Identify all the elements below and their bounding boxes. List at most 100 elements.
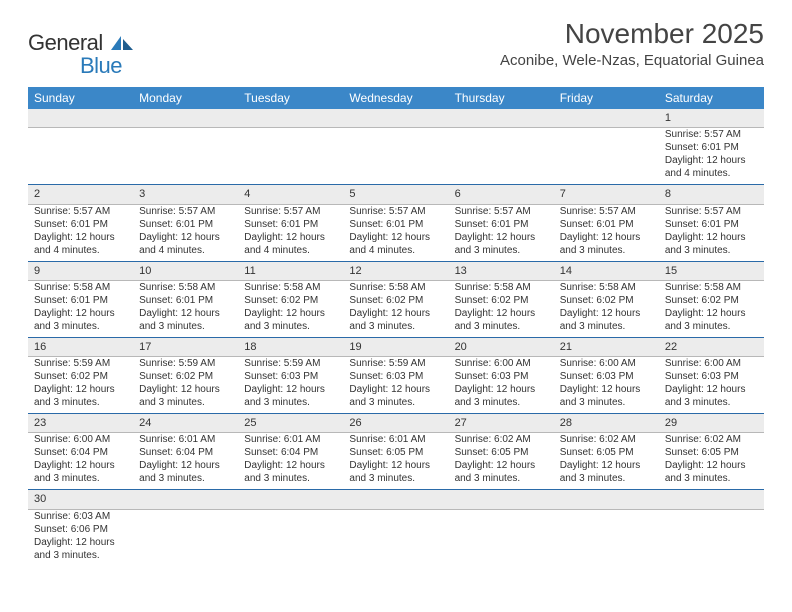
sun-line: Sunrise: 6:00 AM [560, 357, 653, 370]
sun-line: Sunset: 6:01 PM [455, 218, 548, 231]
sun-line: Sunset: 6:02 PM [139, 370, 232, 383]
day-detail-cell: Sunrise: 5:57 AMSunset: 6:01 PMDaylight:… [28, 204, 133, 261]
sun-line: and 3 minutes. [244, 320, 337, 333]
sun-line: and 3 minutes. [34, 549, 127, 562]
sun-line: Daylight: 12 hours [560, 459, 653, 472]
day-detail-cell [449, 128, 554, 185]
header-right: November 2025 Aconibe, Wele-Nzas, Equato… [500, 18, 764, 69]
sun-line: Daylight: 12 hours [665, 307, 758, 320]
day-number-cell [449, 109, 554, 128]
sun-line: Sunset: 6:02 PM [349, 294, 442, 307]
day-detail-cell [659, 509, 764, 566]
day-detail-cell: Sunrise: 5:58 AMSunset: 6:02 PMDaylight:… [449, 280, 554, 337]
sun-line: Sunrise: 5:59 AM [349, 357, 442, 370]
day-number-row: 16171819202122 [28, 337, 764, 356]
day-number-cell: 17 [133, 337, 238, 356]
day-number-cell [554, 109, 659, 128]
day-number-cell: 30 [28, 490, 133, 509]
day-number-cell [449, 490, 554, 509]
day-detail-cell: Sunrise: 5:58 AMSunset: 6:02 PMDaylight:… [343, 280, 448, 337]
day-detail-cell [133, 509, 238, 566]
sun-line: Daylight: 12 hours [665, 383, 758, 396]
day-detail-cell: Sunrise: 5:57 AMSunset: 6:01 PMDaylight:… [554, 204, 659, 261]
sun-line: and 4 minutes. [244, 244, 337, 257]
day-number-cell: 14 [554, 261, 659, 280]
day-detail-cell [343, 509, 448, 566]
day-number-cell: 16 [28, 337, 133, 356]
day-detail-cell: Sunrise: 6:03 AMSunset: 6:06 PMDaylight:… [28, 509, 133, 566]
sun-line: and 3 minutes. [349, 396, 442, 409]
sun-line: and 3 minutes. [455, 472, 548, 485]
sun-line: and 3 minutes. [560, 396, 653, 409]
sun-line: Sunrise: 5:57 AM [455, 205, 548, 218]
day-number-cell: 4 [238, 185, 343, 204]
day-number-cell: 10 [133, 261, 238, 280]
sun-line: Sunset: 6:01 PM [244, 218, 337, 231]
sun-line: and 3 minutes. [349, 320, 442, 333]
sun-line: Sunset: 6:03 PM [349, 370, 442, 383]
sun-line: Daylight: 12 hours [349, 383, 442, 396]
weekday-header: Monday [133, 87, 238, 109]
sun-line: Sunrise: 6:00 AM [455, 357, 548, 370]
day-number-row: 9101112131415 [28, 261, 764, 280]
sun-line: Daylight: 12 hours [34, 459, 127, 472]
sun-line: Sunrise: 5:58 AM [244, 281, 337, 294]
sun-line: and 3 minutes. [455, 396, 548, 409]
sun-line: and 3 minutes. [665, 320, 758, 333]
day-number-row: 30 [28, 490, 764, 509]
calendar-table: Sunday Monday Tuesday Wednesday Thursday… [28, 87, 764, 566]
weekday-header: Saturday [659, 87, 764, 109]
day-number-cell: 11 [238, 261, 343, 280]
sun-line: Daylight: 12 hours [34, 383, 127, 396]
day-number-cell: 28 [554, 414, 659, 433]
page-container: General November 2025 Aconibe, Wele-Nzas… [0, 0, 792, 576]
sun-line: Sunrise: 6:02 AM [665, 433, 758, 446]
sun-line: Sunset: 6:02 PM [34, 370, 127, 383]
sun-line: Daylight: 12 hours [139, 459, 232, 472]
day-detail-cell: Sunrise: 6:02 AMSunset: 6:05 PMDaylight:… [659, 433, 764, 490]
day-detail-cell: Sunrise: 5:58 AMSunset: 6:01 PMDaylight:… [28, 280, 133, 337]
sun-line: and 3 minutes. [455, 320, 548, 333]
sun-line: Sunset: 6:04 PM [244, 446, 337, 459]
sun-line: Sunset: 6:03 PM [455, 370, 548, 383]
sun-line: Sunset: 6:01 PM [665, 218, 758, 231]
sun-line: Daylight: 12 hours [34, 536, 127, 549]
day-number-cell [133, 109, 238, 128]
sun-line: Daylight: 12 hours [665, 231, 758, 244]
sun-line: and 3 minutes. [139, 396, 232, 409]
day-number-cell: 22 [659, 337, 764, 356]
sun-line: Sunset: 6:05 PM [560, 446, 653, 459]
sun-line: Sunrise: 5:58 AM [665, 281, 758, 294]
sun-line: and 3 minutes. [560, 244, 653, 257]
sun-line: and 3 minutes. [665, 396, 758, 409]
day-number-cell: 27 [449, 414, 554, 433]
sun-line: and 3 minutes. [34, 472, 127, 485]
day-number-row: 1 [28, 109, 764, 128]
day-detail-cell [449, 509, 554, 566]
sun-line: Daylight: 12 hours [349, 307, 442, 320]
day-detail-cell [238, 509, 343, 566]
day-detail-cell: Sunrise: 5:57 AMSunset: 6:01 PMDaylight:… [343, 204, 448, 261]
sun-line: Daylight: 12 hours [34, 231, 127, 244]
sun-line: Daylight: 12 hours [244, 307, 337, 320]
sun-line: Daylight: 12 hours [244, 459, 337, 472]
sun-line: Sunset: 6:01 PM [560, 218, 653, 231]
day-detail-cell: Sunrise: 5:58 AMSunset: 6:02 PMDaylight:… [554, 280, 659, 337]
day-detail-cell: Sunrise: 6:01 AMSunset: 6:05 PMDaylight:… [343, 433, 448, 490]
sun-line: and 3 minutes. [244, 396, 337, 409]
sun-line: Sunrise: 5:58 AM [139, 281, 232, 294]
day-number-cell: 21 [554, 337, 659, 356]
day-number-row: 2345678 [28, 185, 764, 204]
day-number-cell [238, 109, 343, 128]
sun-line: Daylight: 12 hours [244, 231, 337, 244]
sun-line: and 4 minutes. [34, 244, 127, 257]
sun-line: Sunrise: 5:57 AM [34, 205, 127, 218]
day-detail-cell: Sunrise: 6:00 AMSunset: 6:03 PMDaylight:… [449, 357, 554, 414]
sun-line: Sunset: 6:03 PM [560, 370, 653, 383]
sun-line: Sunset: 6:01 PM [34, 294, 127, 307]
day-number-cell: 6 [449, 185, 554, 204]
sun-line: Daylight: 12 hours [560, 307, 653, 320]
day-detail-cell [238, 128, 343, 185]
day-detail-cell: Sunrise: 6:01 AMSunset: 6:04 PMDaylight:… [238, 433, 343, 490]
sun-line: and 3 minutes. [560, 472, 653, 485]
